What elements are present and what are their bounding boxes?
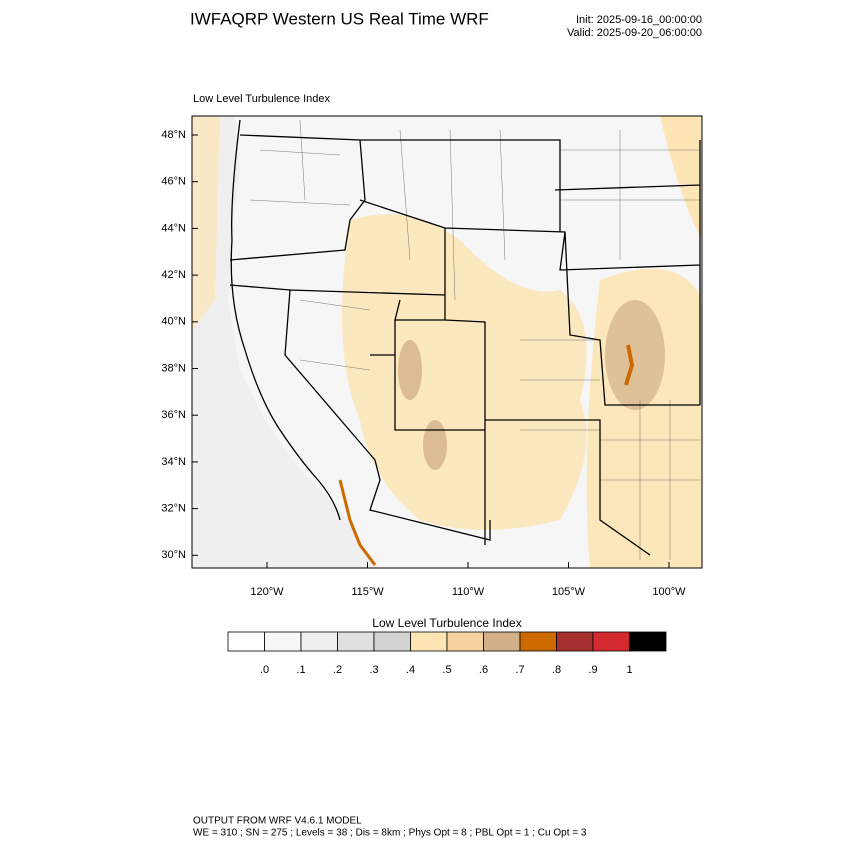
colorbar-label: .3 bbox=[369, 664, 378, 676]
colorbar-label: .7 bbox=[515, 664, 524, 676]
colorbar-label: .6 bbox=[479, 664, 488, 676]
lon-label: 105°W bbox=[552, 586, 586, 598]
map bbox=[191, 115, 703, 569]
lat-label: 42°N bbox=[161, 269, 186, 281]
colorbar-box bbox=[592, 631, 630, 652]
lon-label: 120°W bbox=[250, 586, 284, 598]
colorbar-label: .1 bbox=[296, 664, 305, 676]
colorbar-box bbox=[410, 631, 448, 652]
turbulence-area bbox=[605, 300, 665, 410]
colorbar-box bbox=[446, 631, 484, 652]
turbulence-area bbox=[423, 420, 447, 470]
lat-label: 38°N bbox=[161, 362, 186, 374]
state-lines bbox=[229, 119, 701, 556]
colorbar-label: .5 bbox=[442, 664, 451, 676]
page-title: IWFAQRP Western US Real Time WRF bbox=[190, 9, 489, 28]
colorbar-box bbox=[483, 631, 521, 652]
colorbar-title: Low Level Turbulence Index bbox=[372, 616, 521, 630]
turbulence-peak bbox=[338, 479, 377, 566]
footer-line: OUTPUT FROM WRF V4.6.1 MODEL bbox=[193, 816, 362, 827]
colorbar-box bbox=[300, 631, 338, 652]
colorbar-label: .2 bbox=[333, 664, 342, 676]
init-time: Init: 2025-09-16_00:00:00 bbox=[576, 14, 702, 26]
turbulence-peak bbox=[624, 344, 635, 386]
colorbar-box bbox=[264, 631, 302, 652]
colorbar-label: .4 bbox=[406, 664, 415, 676]
colorbar-box bbox=[629, 631, 667, 652]
lat-label: 34°N bbox=[161, 456, 186, 468]
colorbar-box bbox=[227, 631, 265, 652]
lat-label: 46°N bbox=[161, 176, 186, 188]
colorbar-label: .9 bbox=[588, 664, 597, 676]
colorbar-label: 1 bbox=[626, 664, 632, 676]
lon-label: 115°W bbox=[351, 586, 384, 598]
colorbar-box bbox=[373, 631, 411, 652]
lat-label: 48°N bbox=[161, 129, 186, 141]
lat-label: 30°N bbox=[161, 549, 186, 561]
lat-label: 44°N bbox=[161, 222, 186, 234]
colorbar-box bbox=[519, 631, 557, 652]
valid-time: Valid: 2025-09-20_06:00:00 bbox=[567, 27, 702, 39]
county-lines bbox=[249, 119, 700, 560]
turbulence-area bbox=[192, 116, 220, 330]
lat-label: 36°N bbox=[161, 409, 186, 421]
lat-label: 40°N bbox=[161, 316, 186, 328]
colorbar-box bbox=[556, 631, 594, 652]
lon-label: 110°W bbox=[452, 586, 485, 598]
turbulence-area bbox=[660, 116, 702, 240]
map-frame bbox=[191, 115, 703, 569]
footer-line: WE = 310 ; SN = 275 ; Levels = 38 ; Dis … bbox=[193, 828, 587, 839]
colorbar-label: .8 bbox=[552, 664, 561, 676]
turbulence-area bbox=[398, 340, 422, 400]
lat-label: 32°N bbox=[161, 503, 186, 515]
colorbar-label: .0 bbox=[260, 664, 269, 676]
map-title: Low Level Turbulence Index bbox=[193, 93, 330, 105]
lon-label: 100°W bbox=[652, 586, 686, 598]
colorbar-box bbox=[337, 631, 375, 652]
